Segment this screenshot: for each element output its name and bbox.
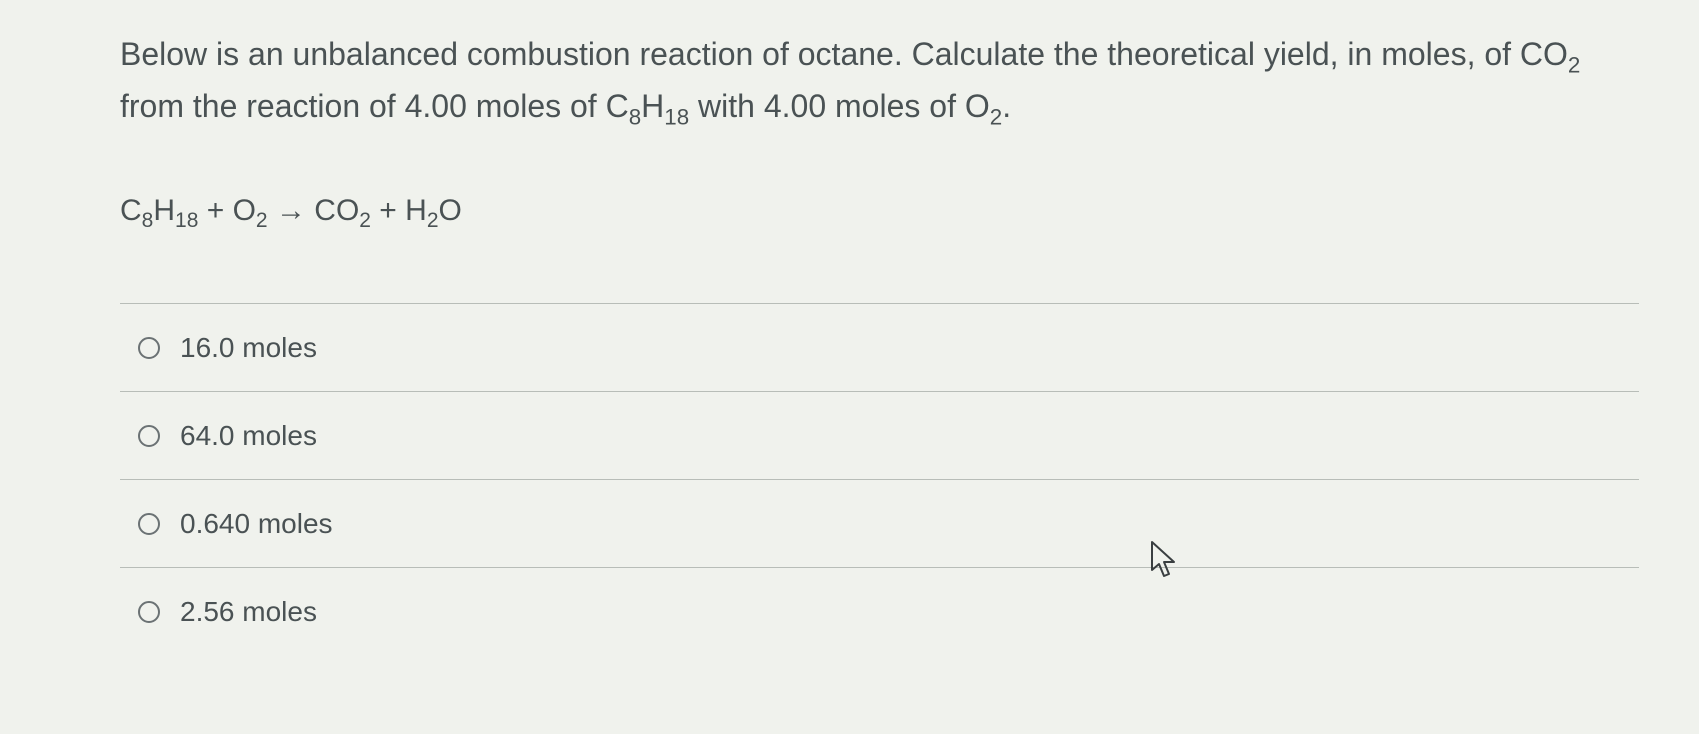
radio-icon[interactable] — [138, 601, 160, 623]
option-row[interactable]: 16.0 moles — [120, 303, 1639, 391]
option-label: 2.56 moles — [180, 596, 317, 628]
radio-icon[interactable] — [138, 425, 160, 447]
reaction-equation: C8H18 + O2 → CO2 + H2O — [120, 194, 1639, 233]
option-label: 64.0 moles — [180, 420, 317, 452]
question-text: Below is an unbalanced combustion reacti… — [120, 30, 1639, 134]
options-list: 16.0 moles 64.0 moles 0.640 moles 2.56 m… — [120, 303, 1639, 655]
radio-icon[interactable] — [138, 513, 160, 535]
radio-icon[interactable] — [138, 337, 160, 359]
question-container: Below is an unbalanced combustion reacti… — [0, 0, 1699, 655]
option-label: 16.0 moles — [180, 332, 317, 364]
option-row[interactable]: 64.0 moles — [120, 391, 1639, 479]
option-row[interactable]: 0.640 moles — [120, 479, 1639, 567]
option-row[interactable]: 2.56 moles — [120, 567, 1639, 655]
option-label: 0.640 moles — [180, 508, 333, 540]
